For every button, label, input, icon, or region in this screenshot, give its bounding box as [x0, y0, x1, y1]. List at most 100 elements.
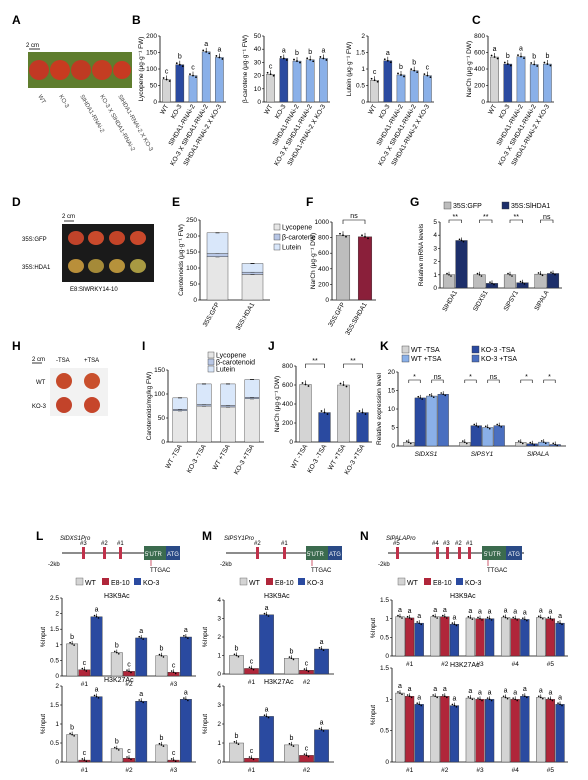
data-point [83, 759, 86, 761]
legend-swatch [273, 223, 281, 231]
bar [534, 273, 547, 289]
bar [66, 734, 79, 763]
bar [503, 63, 513, 103]
data-point [158, 653, 161, 656]
data-point [235, 742, 238, 744]
y-tick-label: 200 [146, 33, 157, 40]
data-point [533, 444, 536, 446]
significance-letter: a [408, 686, 412, 693]
site-marker [119, 547, 122, 559]
data-point [521, 281, 524, 284]
bar [449, 705, 460, 763]
bar [188, 75, 198, 103]
legend-label-e8: E8-10 [275, 580, 294, 587]
data-point [323, 411, 326, 414]
data-point [95, 695, 98, 698]
sig-bracket [343, 363, 363, 368]
bar [529, 64, 539, 103]
y-axis-label: β-carotene (μg·g⁻¹ FW) [242, 35, 249, 103]
legend-swatch [273, 243, 281, 251]
bar [455, 240, 468, 289]
legend-swatch [401, 354, 410, 363]
legend-swatch-ko [134, 578, 141, 585]
bar [395, 616, 405, 657]
legend-label: Lycopene [282, 225, 312, 232]
bar [520, 696, 530, 763]
atg-label: ATG [167, 552, 179, 558]
data-point [539, 616, 542, 619]
data-point [296, 60, 298, 62]
category-label: KO-3 -TSA [306, 443, 328, 475]
significance-letter: a [468, 688, 472, 695]
col-label-plus: +TSA [84, 358, 99, 364]
data-point [326, 413, 329, 415]
y-tick-label: 0 [257, 99, 261, 106]
significance-letter: b [178, 54, 182, 61]
legend-label-ko: KO-3 [143, 580, 159, 587]
data-point [345, 235, 347, 238]
bar [229, 655, 244, 675]
significance-letter: a [523, 686, 527, 693]
data-point [496, 57, 499, 60]
data-point [440, 392, 443, 394]
data-point [237, 655, 240, 658]
data-point [408, 617, 411, 619]
data-point [71, 643, 73, 645]
data-point [399, 616, 401, 618]
data-point [69, 641, 71, 644]
y-tick-label: 2 [361, 33, 365, 40]
data-point [320, 648, 323, 650]
category-label: 35S:HDA1 [235, 301, 257, 331]
data-point [237, 743, 240, 745]
data-point [540, 440, 543, 442]
bar [414, 397, 426, 447]
data-point [542, 441, 545, 443]
category-label: #1 [406, 767, 414, 774]
data-point [547, 616, 550, 619]
bar [404, 696, 415, 763]
data-point [183, 635, 185, 637]
data-point [504, 696, 507, 699]
category-label: #4 [512, 767, 520, 774]
bar [510, 618, 520, 657]
data-point [432, 694, 434, 696]
y-tick-label: 0 [217, 671, 221, 678]
data-point [420, 704, 423, 707]
kb-label: -2kb [220, 562, 232, 568]
y-axis-label: %Input [370, 618, 377, 638]
y-tick-label: 200 [318, 281, 329, 288]
data-point [299, 61, 301, 64]
significance-letter: a [519, 46, 523, 53]
category-label: WT +TSA [212, 443, 233, 472]
data-point [292, 745, 295, 747]
category-label: 35S:GFP [202, 302, 221, 329]
bar [110, 748, 123, 763]
data-point [451, 703, 454, 706]
fruit-ko3 [50, 60, 70, 80]
y-tick-label: 20 [388, 369, 396, 376]
legend-swatch [401, 345, 410, 354]
bar [490, 56, 499, 103]
significance-letter: b [70, 725, 74, 732]
data-point [436, 696, 438, 699]
fruit-gfp-2 [88, 231, 104, 245]
significance-letter: b [295, 50, 299, 57]
site-label: #1 [466, 541, 473, 547]
data-point [539, 696, 542, 699]
significance-letter: a [443, 607, 447, 614]
y-axis-label: Relative mRNA levels [418, 223, 425, 286]
data-point [463, 441, 466, 444]
bar [409, 70, 419, 103]
y-tick-label: 600 [318, 250, 329, 257]
y-tick-label: 0 [153, 99, 157, 106]
utr-label: 5'UTR [484, 552, 501, 558]
mark-label-l1: H3K9Ac [104, 593, 130, 600]
data-point [462, 240, 465, 243]
bar [475, 699, 485, 763]
data-point [471, 698, 474, 701]
data-point [252, 668, 255, 671]
data-point [498, 424, 501, 427]
